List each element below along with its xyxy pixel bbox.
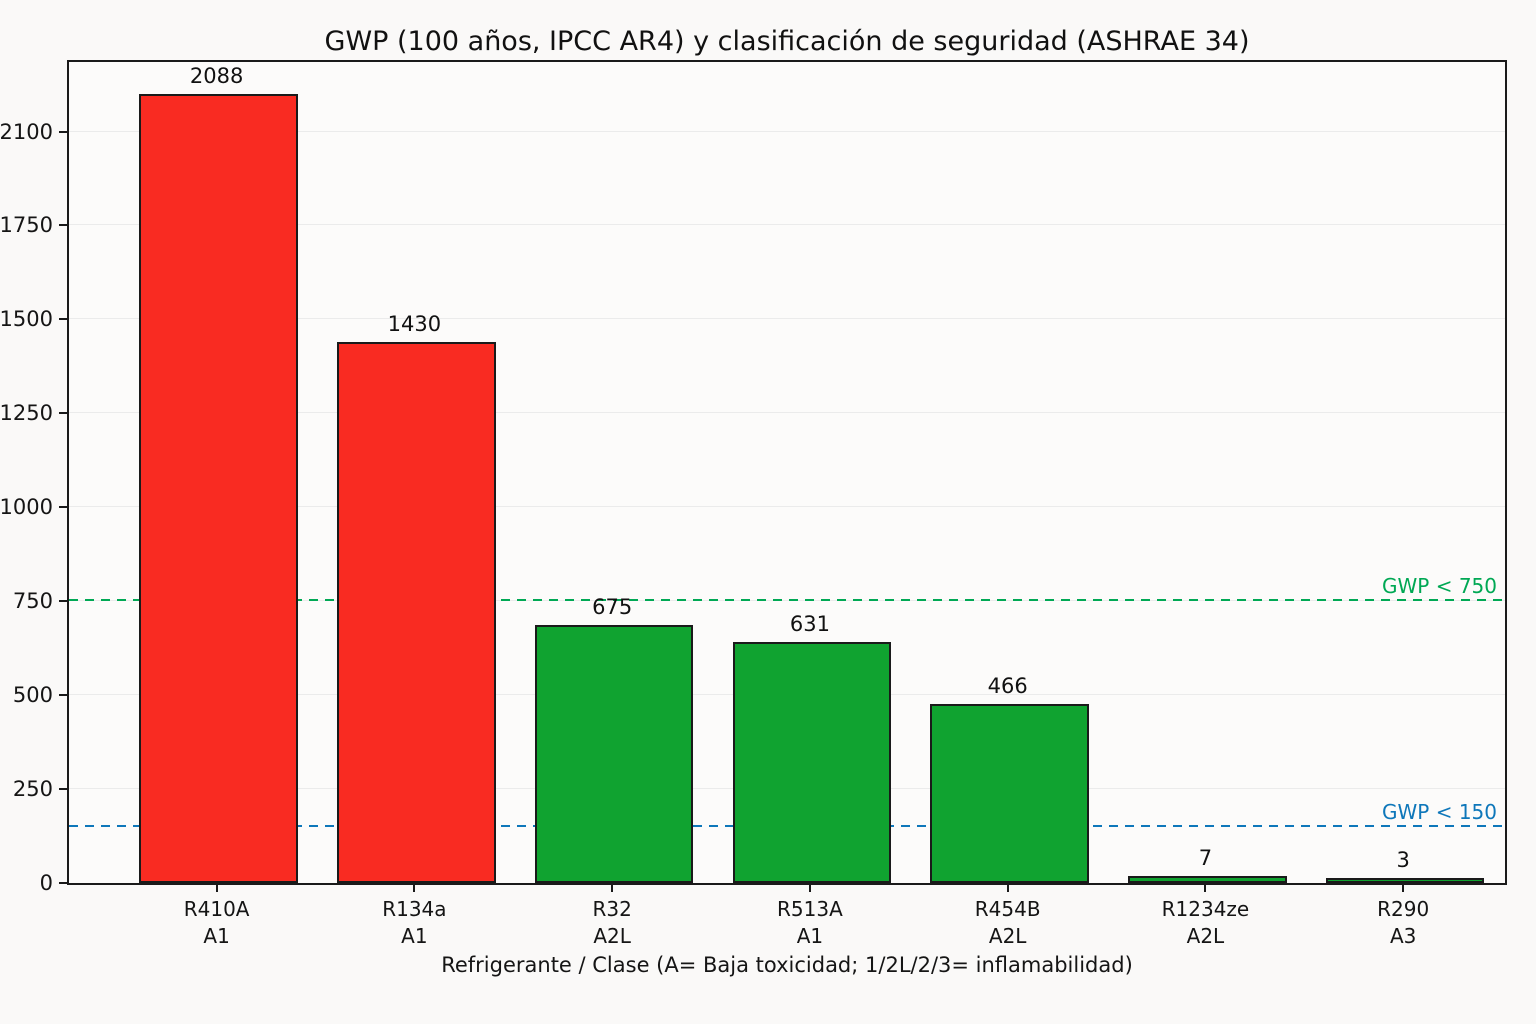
- bar-value-label: 3: [1396, 847, 1410, 872]
- y-tick-label: 500: [12, 683, 53, 708]
- y-tick-mark: [59, 694, 68, 697]
- y-tick-label: 750: [12, 589, 53, 614]
- bar: [732, 641, 892, 883]
- bar-value-label: 631: [789, 611, 830, 636]
- bar: [337, 341, 496, 883]
- x-tick-mark: [611, 884, 614, 892]
- reference-line-label: GWP < 750: [1382, 574, 1497, 599]
- x-tick-label: R32 A2L: [592, 897, 632, 948]
- bar-value-label: 466: [987, 673, 1028, 698]
- y-tick-label: 1000: [0, 495, 53, 520]
- bar: [534, 625, 694, 883]
- y-tick-mark: [59, 600, 68, 603]
- y-tick-mark: [59, 788, 68, 791]
- x-tick-mark: [215, 884, 218, 892]
- chart-title: GWP (100 años, IPCC AR4) y clasificación…: [324, 26, 1250, 57]
- reference-line: [69, 599, 1505, 602]
- bar: [1325, 877, 1485, 883]
- gridline: [69, 412, 1505, 414]
- x-tick-label: R513A A1: [777, 897, 843, 948]
- y-tick-mark: [59, 882, 68, 884]
- bar: [139, 94, 298, 883]
- plot-area: 0 250 500 750 1000 1250 1500 1750 2100 GWP < 750 G…: [0, 60, 1507, 948]
- x-tick-label: R134a A1: [382, 897, 447, 948]
- y-tick-mark: [59, 506, 68, 509]
- gridline: [69, 130, 1505, 132]
- y-tick-label: 1750: [0, 213, 53, 238]
- x-axis-label: Refrigerante / Clase (A= Baja toxicidad;…: [441, 953, 1133, 977]
- bar-value-label: 2088: [189, 64, 244, 89]
- y-tick-label: 1500: [0, 307, 53, 332]
- y-tick-label: 250: [12, 777, 53, 802]
- x-tick-mark: [1402, 884, 1405, 892]
- x-tick-mark: [808, 884, 811, 892]
- y-tick-mark: [59, 412, 68, 415]
- reference-line-label: GWP < 150: [1382, 799, 1497, 824]
- gridline: [69, 506, 1505, 508]
- gridline: [69, 318, 1505, 320]
- x-tick-label: R454B A2L: [974, 897, 1041, 948]
- y-tick-label: 1250: [0, 401, 53, 426]
- bar-value-label: 7: [1198, 846, 1213, 871]
- bar: [930, 703, 1089, 883]
- gridline: [69, 224, 1505, 226]
- x-tick-mark: [1006, 884, 1009, 892]
- y-tick-mark: [59, 318, 68, 321]
- y-tick-label: 2100: [0, 119, 53, 144]
- x-tick-label: R290 A3: [1377, 897, 1430, 948]
- bar-value-label: 1430: [387, 311, 442, 336]
- bar: [1128, 876, 1287, 883]
- y-tick-mark: [59, 224, 68, 227]
- x-tick-label: R410A A1: [183, 897, 250, 948]
- y-tick-label: 0: [39, 871, 53, 895]
- x-tick-mark: [413, 884, 416, 892]
- y-tick-mark: [59, 130, 68, 133]
- bar-value-label: 675: [592, 595, 633, 620]
- x-tick-mark: [1204, 884, 1207, 892]
- x-tick-label: R1234ze A2L: [1161, 897, 1250, 948]
